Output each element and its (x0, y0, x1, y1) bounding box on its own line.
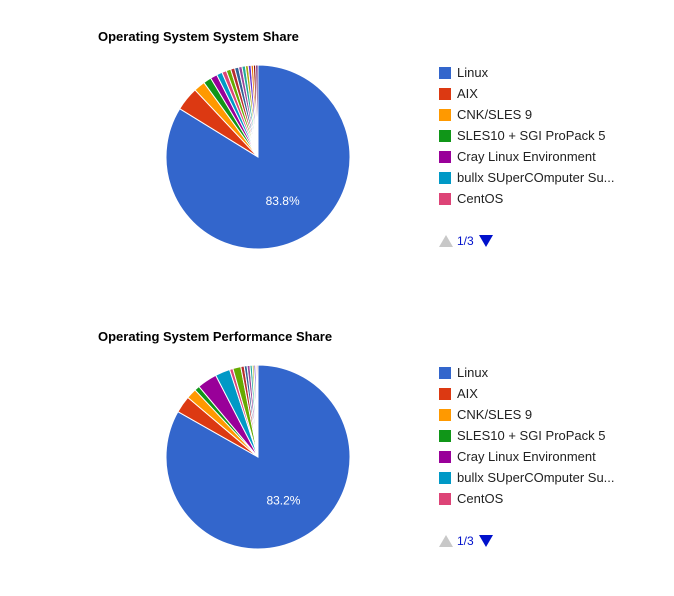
legend-swatch (439, 171, 451, 184)
legend-swatch (439, 429, 451, 442)
legend-item[interactable]: SLES10 + SGI ProPack 5 (439, 425, 615, 446)
legend-label: AIX (457, 86, 478, 101)
chart-performance-share: Operating System Performance Share 83.2%… (0, 300, 674, 596)
legend-item[interactable]: Linux (439, 62, 615, 83)
legend-label: bullx SUperCOmputer Su... (457, 170, 615, 185)
legend-label: bullx SUperCOmputer Su... (457, 470, 615, 485)
pie-slice-linux[interactable] (165, 364, 351, 550)
legend-label: CentOS (457, 491, 504, 506)
legend-label: Linux (457, 365, 489, 380)
legend-swatch (439, 150, 451, 163)
previous-page-icon (439, 235, 453, 247)
legend-label: CNK/SLES 9 (457, 107, 533, 122)
page-indicator: 1/3 (457, 534, 474, 548)
legend-pager: 1/3 (439, 234, 493, 248)
legend-pager: 1/3 (439, 534, 493, 548)
legend-swatch (439, 129, 451, 142)
pie-slice-15[interactable] (256, 364, 259, 458)
legend-item[interactable]: CentOS (439, 488, 615, 509)
legend-swatch (439, 471, 451, 484)
legend-swatch (439, 192, 451, 205)
legend-label: CentOS (457, 191, 504, 206)
previous-page-icon (439, 535, 453, 547)
legend-swatch (439, 66, 451, 79)
legend-item[interactable]: CentOS (439, 188, 615, 209)
legend-item[interactable]: CNK/SLES 9 (439, 104, 615, 125)
legend: Linux AIX CNK/SLES 9 SLES10 + SGI ProPack 5… (439, 362, 615, 509)
chart-title: Operating System System Share (98, 29, 299, 44)
legend-label: SLES10 + SGI ProPack 5 (457, 128, 606, 143)
legend-swatch (439, 108, 451, 121)
pie-chart: 83.8% (165, 64, 351, 250)
legend-label: AIX (457, 386, 478, 401)
legend-item[interactable]: CNK/SLES 9 (439, 404, 615, 425)
legend-item[interactable]: bullx SUperCOmputer Su... (439, 467, 615, 488)
legend-label: Cray Linux Environment (457, 449, 596, 464)
next-page-icon[interactable] (478, 535, 493, 547)
legend-item[interactable]: AIX (439, 83, 615, 104)
legend-item[interactable]: bullx SUperCOmputer Su... (439, 167, 615, 188)
legend-swatch (439, 450, 451, 463)
legend-label: Cray Linux Environment (457, 149, 596, 164)
next-page-icon[interactable] (478, 235, 493, 247)
legend-swatch (439, 387, 451, 400)
legend-item[interactable]: AIX (439, 383, 615, 404)
legend-item[interactable]: SLES10 + SGI ProPack 5 (439, 125, 615, 146)
legend-swatch (439, 87, 451, 100)
chart-system-share: Operating System System Share 83.8% Linu… (0, 0, 674, 296)
legend-item[interactable]: Cray Linux Environment (439, 146, 615, 167)
legend-swatch (439, 492, 451, 505)
legend-swatch (439, 366, 451, 379)
legend-item[interactable]: Linux (439, 362, 615, 383)
legend-label: CNK/SLES 9 (457, 407, 533, 422)
legend-label: Linux (457, 65, 489, 80)
pie-chart: 83.2% (165, 364, 351, 550)
slice-percent-label: 83.2% (266, 494, 300, 508)
legend-swatch (439, 408, 451, 421)
page-indicator: 1/3 (457, 234, 474, 248)
slice-percent-label: 83.8% (266, 194, 300, 208)
pie-slice-16[interactable] (255, 64, 259, 158)
legend: Linux AIX CNK/SLES 9 SLES10 + SGI ProPack 5… (439, 62, 615, 209)
chart-title: Operating System Performance Share (98, 329, 333, 344)
legend-label: SLES10 + SGI ProPack 5 (457, 428, 606, 443)
legend-item[interactable]: Cray Linux Environment (439, 446, 615, 467)
